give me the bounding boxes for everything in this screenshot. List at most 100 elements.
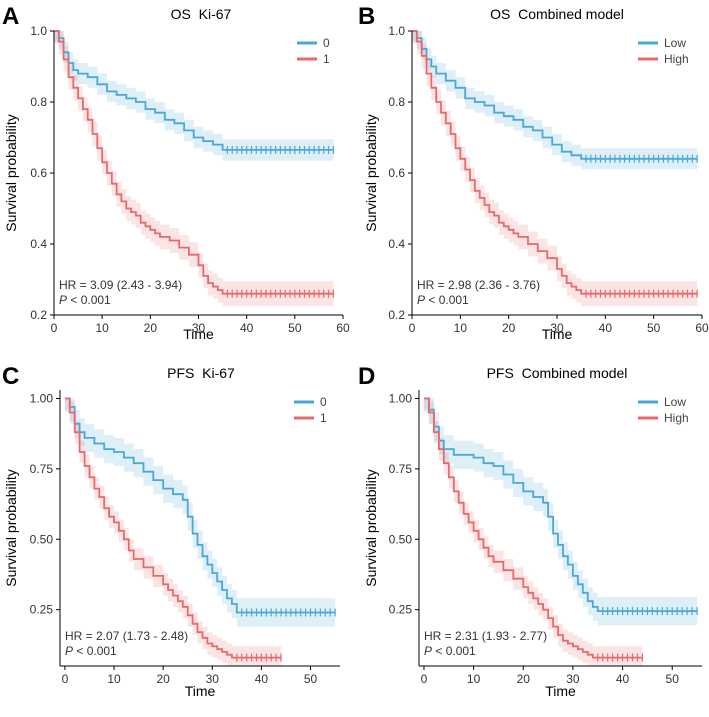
x-tick-label: 50 (304, 672, 318, 686)
legend-label-high: High (664, 52, 689, 66)
survival-curve-1 (54, 30, 334, 295)
legend-label-1: 1 (323, 52, 330, 66)
y-tick-label: 0.2 (388, 308, 405, 322)
x-tick-label: 20 (144, 321, 158, 335)
x-axis-label: Time (185, 683, 216, 699)
chart-title: OS Ki-67 (171, 6, 232, 22)
x-axis-label: Time (545, 683, 576, 699)
y-tick-label: 0.8 (388, 95, 405, 109)
x-tick-label: 40 (240, 321, 254, 335)
x-tick-label: 60 (336, 321, 350, 335)
hr-annotation: HR = 2.31 (1.93 - 2.77) (424, 629, 547, 643)
censor-marks-1 (236, 653, 282, 662)
chart-panel-b: B OS Combined model 0.2 0.4 0.6 0.8 1.0 0 10 20 30… (358, 3, 709, 342)
ci-band-high (424, 398, 643, 666)
hr-annotation: HR = 2.98 (2.36 - 3.76) (417, 278, 540, 292)
p-value-annotation: P < 0.001 (417, 293, 469, 307)
y-tick-label: 1.00 (389, 391, 413, 405)
x-axis-label: Time (542, 326, 573, 342)
x-tick-label: 40 (255, 672, 269, 686)
x-tick-label: 60 (695, 321, 709, 335)
y-tick-label: 1.0 (388, 24, 405, 38)
x-tick-label: 30 (550, 321, 564, 335)
censor-marks-low (585, 154, 698, 163)
y-tick-label: 0.25 (30, 603, 54, 617)
x-tick-label: 40 (616, 672, 630, 686)
y-axis-label: Survival probability (363, 469, 379, 587)
y-axis-label: Survival probability (363, 114, 379, 232)
x-tick-label: 30 (566, 672, 580, 686)
y-tick-label: 0.2 (30, 308, 47, 322)
hr-annotation: HR = 2.07 (1.73 - 2.48) (65, 629, 188, 643)
y-tick-label: 0.50 (30, 532, 54, 546)
censor-marks-0 (241, 608, 336, 617)
x-tick-label: 10 (467, 672, 481, 686)
x-tick-label: 10 (107, 672, 121, 686)
chart-panel-a: A OS Ki-670.20.40.60.81.00 10 20 30 40 50 60Tim… (2, 3, 350, 342)
chart-title: PFS Combined model (487, 365, 628, 381)
y-axis-label: Survival probability (3, 114, 19, 232)
censor-marks-high (597, 653, 644, 662)
legend-label-0: 0 (320, 395, 327, 409)
legend: Low High (638, 36, 689, 66)
panel-letter: A (2, 3, 19, 30)
legend-label-0: 0 (323, 36, 330, 50)
chart-title: PFS Ki-67 (167, 365, 235, 381)
survival-curve-low (424, 397, 697, 612)
ci-band-low (424, 398, 697, 626)
survival-curve-high (424, 397, 643, 659)
x-tick-label: 40 (599, 321, 613, 335)
y-tick-label: 0.50 (389, 532, 413, 546)
legend-label-low: Low (664, 36, 686, 50)
survival-curve-high (412, 30, 698, 295)
legend: 01 (294, 395, 327, 425)
censor-marks-low (602, 607, 698, 616)
x-axis-label: Time (183, 326, 214, 342)
y-tick-label: 0.4 (388, 237, 405, 251)
y-tick-label: 0.8 (30, 95, 47, 109)
chart-panel-d: D PFS Combined model 0.25 0.50 0.75 1.00 0 10 20… (358, 363, 702, 699)
x-tick-label: 0 (409, 321, 416, 335)
survival-curve-1 (64, 397, 282, 659)
x-tick-label: 0 (51, 321, 58, 335)
chart-panel-c: C PFS Ki-670.250.500.751.000 10 20 30 40 50Tim… (2, 363, 340, 699)
x-tick-label: 50 (647, 321, 661, 335)
x-tick-label: 50 (666, 672, 680, 686)
x-tick-label: 30 (206, 672, 220, 686)
y-tick-label: 0.75 (389, 462, 413, 476)
y-tick-label: 1.00 (30, 391, 54, 405)
chart-title: OS Combined model (490, 6, 624, 22)
y-tick-label: 0.6 (30, 166, 47, 180)
p-value-annotation: P < 0.001 (59, 293, 111, 307)
legend-label-high: High (664, 411, 689, 425)
x-tick-label: 20 (502, 321, 516, 335)
y-tick-label: 0.6 (388, 166, 405, 180)
y-tick-label: 0.4 (30, 237, 47, 251)
x-tick-label: 0 (421, 672, 428, 686)
x-tick-label: 30 (192, 321, 206, 335)
censor-marks-1 (226, 289, 334, 298)
survival-curve-0 (54, 30, 334, 151)
x-tick-label: 10 (95, 321, 109, 335)
y-tick-label: 0.25 (389, 603, 413, 617)
x-tick-label: 20 (517, 672, 531, 686)
y-tick-label: 0.75 (30, 462, 54, 476)
hr-annotation: HR = 3.09 (2.43 - 3.94) (59, 278, 182, 292)
survival-curve-0 (64, 397, 336, 614)
x-tick-label: 0 (62, 672, 69, 686)
legend: Low High (638, 395, 689, 425)
survival-curve-low (412, 30, 698, 160)
legend-label-low: Low (664, 395, 686, 409)
panel-letter: B (358, 3, 375, 30)
x-tick-label: 50 (288, 321, 302, 335)
ci-band-0 (64, 398, 336, 627)
p-value-annotation: P < 0.001 (65, 644, 117, 658)
panel-letter: D (358, 363, 375, 390)
x-tick-label: 20 (156, 672, 170, 686)
censor-marks-high (585, 289, 698, 298)
legend: 01 (297, 36, 330, 66)
p-value-annotation: P < 0.001 (424, 644, 476, 658)
y-tick-label: 1.0 (30, 24, 47, 38)
panel-letter: C (2, 363, 19, 390)
